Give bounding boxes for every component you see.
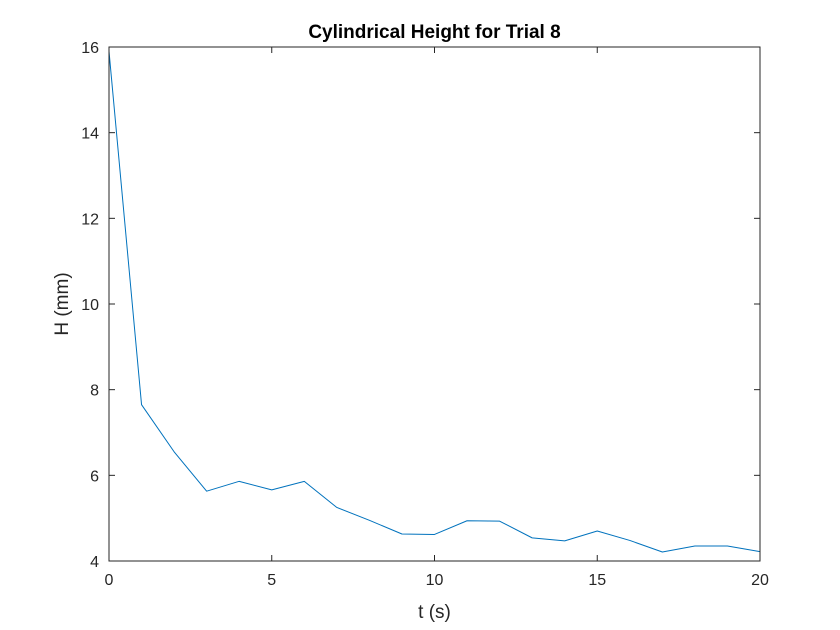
series-line bbox=[108, 51, 761, 553]
chart-title: Cylindrical Height for Trial 8 bbox=[308, 22, 560, 43]
y-tick-label: 4 bbox=[90, 554, 99, 571]
x-axis-label: t (s) bbox=[418, 602, 451, 623]
y-tick-label: 14 bbox=[81, 126, 99, 143]
x-tick-label: 0 bbox=[105, 572, 114, 589]
y-tick-label: 12 bbox=[81, 211, 99, 228]
y-tick-label: 16 bbox=[81, 40, 99, 57]
y-tick-label: 6 bbox=[90, 468, 99, 485]
plot-box bbox=[108, 46, 761, 562]
x-tick-label: 5 bbox=[267, 572, 276, 589]
x-tick-label: 15 bbox=[588, 572, 606, 589]
y-tick-label: 8 bbox=[90, 383, 99, 400]
y-axis-label: H (mm) bbox=[52, 272, 73, 335]
series-group bbox=[108, 51, 761, 553]
x-tick-label: 10 bbox=[426, 572, 444, 589]
y-tick-label: 10 bbox=[81, 297, 99, 314]
plot-background bbox=[109, 47, 760, 561]
x-tick-label: 20 bbox=[751, 572, 769, 589]
